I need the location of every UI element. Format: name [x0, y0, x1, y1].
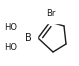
Text: HO: HO: [5, 23, 18, 31]
Text: B: B: [25, 33, 31, 43]
Text: Br: Br: [46, 9, 56, 17]
Text: HO: HO: [5, 43, 18, 51]
